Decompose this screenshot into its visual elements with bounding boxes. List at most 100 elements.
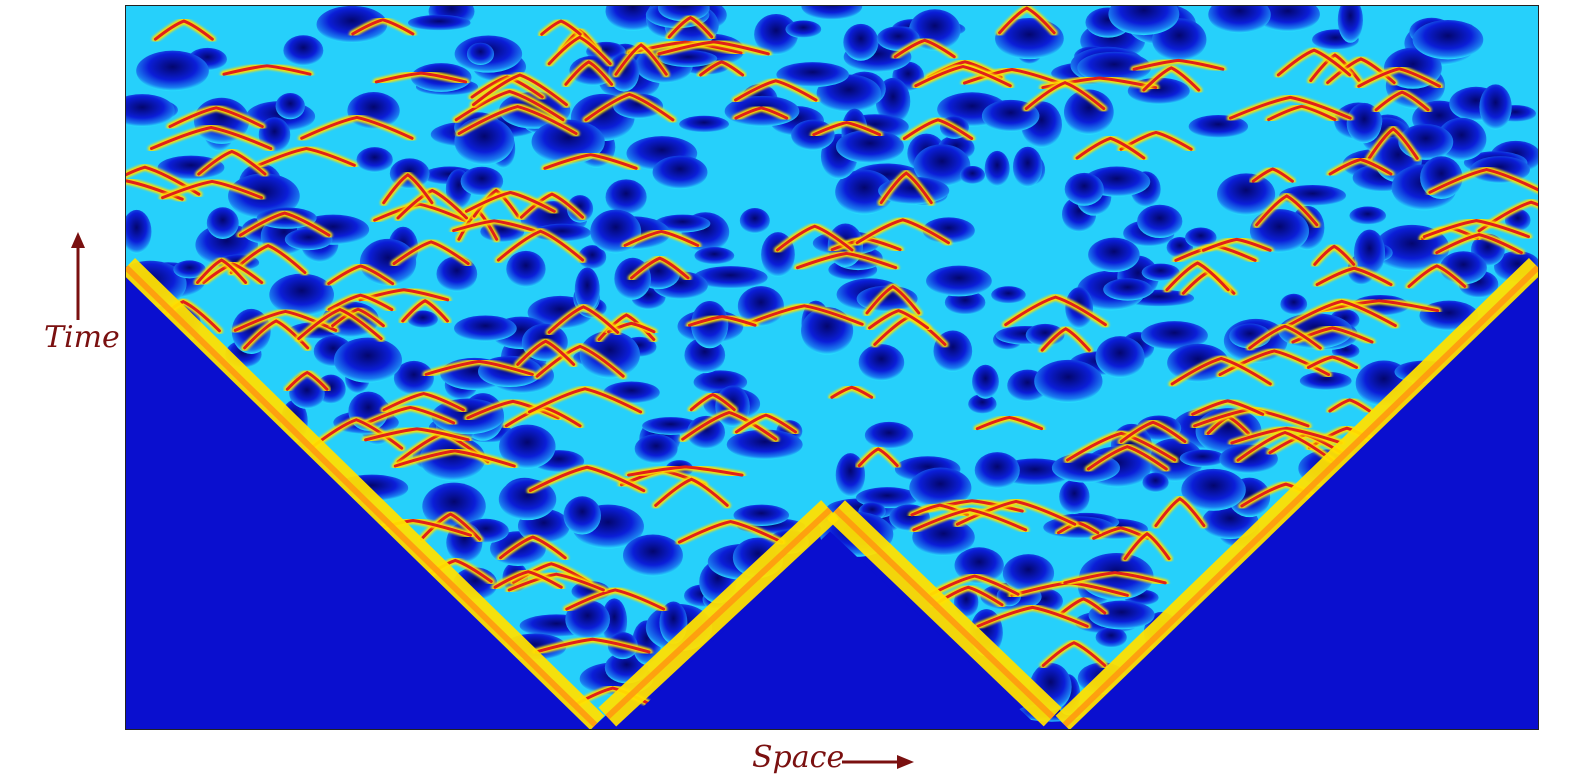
wave-front-core — [419, 512, 482, 541]
blue-domain — [393, 360, 434, 396]
wave-front-core — [1248, 324, 1322, 350]
blue-domain — [733, 504, 790, 526]
blue-domain — [1185, 227, 1217, 248]
wave-front-core — [975, 415, 1044, 431]
wave-front-core — [1191, 399, 1265, 416]
blue-domain — [173, 260, 206, 279]
wave-front-core — [1286, 299, 1397, 328]
wave-front-core — [1276, 48, 1352, 77]
blue-domain — [1034, 359, 1103, 403]
blue-domain — [1255, 6, 1320, 32]
wave-front-core — [795, 251, 898, 270]
blue-domain — [206, 207, 239, 239]
light-cone-edge-core — [126, 265, 598, 728]
wave-front-core — [1060, 597, 1107, 615]
wave-front-core — [912, 508, 1028, 532]
blue-domain — [356, 147, 393, 173]
wave-front-core — [197, 149, 267, 176]
wave-front-core — [677, 520, 784, 544]
blue-domain — [499, 424, 556, 469]
blue-domain — [1179, 449, 1226, 467]
wave-front-core — [396, 188, 468, 220]
blue-domain — [1140, 321, 1208, 351]
blue-domain — [408, 14, 471, 31]
blue-domain — [436, 256, 478, 292]
blue-domain — [157, 155, 225, 180]
blue-domain — [912, 518, 975, 556]
wave-front-core — [879, 171, 933, 205]
wave-front-core — [976, 605, 1089, 628]
wave-front-core — [222, 64, 312, 76]
blue-domain — [454, 117, 515, 165]
wave-front-core — [498, 535, 567, 560]
wave-front-core — [285, 370, 329, 391]
blue-domain — [679, 115, 729, 133]
spacetime-pattern — [126, 6, 1538, 729]
space-axis-label: Space — [752, 740, 845, 775]
wave-front-core — [365, 405, 456, 425]
wave-front-core — [527, 387, 643, 414]
blue-domain — [608, 53, 640, 92]
wave-front-core — [470, 75, 544, 99]
blue-domain — [590, 209, 642, 254]
wave-front-core — [744, 304, 864, 326]
blue-domain — [1208, 6, 1271, 34]
wave-front-core — [623, 229, 700, 247]
blue-domain — [1059, 479, 1090, 514]
wave-front-core — [1201, 237, 1272, 252]
blue-domain — [1349, 206, 1387, 225]
blue-domain — [136, 50, 209, 92]
blue-domain — [687, 415, 726, 450]
wave-front-core — [1142, 66, 1201, 92]
blue-domain — [454, 315, 517, 342]
blue-domain — [944, 290, 986, 315]
wave-front-core — [654, 477, 729, 507]
wave-front-core — [998, 6, 1056, 35]
wave-front-core — [534, 637, 651, 654]
blue-domain — [658, 50, 718, 67]
wave-front-core — [584, 92, 675, 122]
wave-front-core — [351, 18, 415, 36]
wave-front-core — [627, 465, 744, 477]
blue-domain — [422, 482, 486, 531]
wave-front-core — [454, 89, 565, 122]
blue-domain — [1412, 20, 1484, 60]
blue-domain — [316, 6, 388, 43]
wave-front-core — [914, 65, 1012, 88]
wave-front-core — [374, 71, 468, 84]
wave-front-core — [1255, 194, 1319, 227]
blue-domain — [1063, 89, 1114, 135]
wave-front-core — [1228, 95, 1352, 120]
wave-front-core — [1309, 53, 1361, 83]
light-cone-edge-core — [1062, 265, 1538, 728]
wave-front-core — [1422, 219, 1530, 239]
wave-front-core — [734, 79, 818, 102]
blue-domain — [1353, 229, 1386, 277]
wave-front-core — [161, 179, 264, 200]
blue-domain — [1141, 263, 1180, 282]
wave-front-core — [681, 410, 778, 441]
blue-domain — [801, 6, 863, 21]
blue-domain — [974, 452, 1020, 489]
blue-domain — [574, 267, 600, 312]
wave-front-core — [868, 309, 930, 330]
blue-domain — [1108, 6, 1180, 36]
wave-front-core — [126, 165, 201, 196]
wave-front-core — [1119, 130, 1193, 151]
wave-front-core — [493, 570, 563, 589]
blue-domain — [613, 93, 664, 119]
blue-domain — [864, 421, 914, 449]
wave-front-core — [1086, 445, 1168, 471]
blue-domain — [959, 165, 985, 185]
wave-front-core — [401, 299, 449, 323]
wave-front-core — [452, 219, 537, 233]
wave-front-core — [1267, 104, 1337, 122]
wave-front-core — [1063, 571, 1167, 585]
blue-domain — [1088, 237, 1140, 273]
blue-domain — [605, 6, 661, 31]
wave-front-core — [1357, 67, 1441, 88]
blue-domain — [1095, 627, 1127, 648]
blue-domain — [1280, 293, 1308, 315]
light-cone-edge-core — [605, 507, 833, 720]
wave-front-core — [196, 258, 248, 284]
